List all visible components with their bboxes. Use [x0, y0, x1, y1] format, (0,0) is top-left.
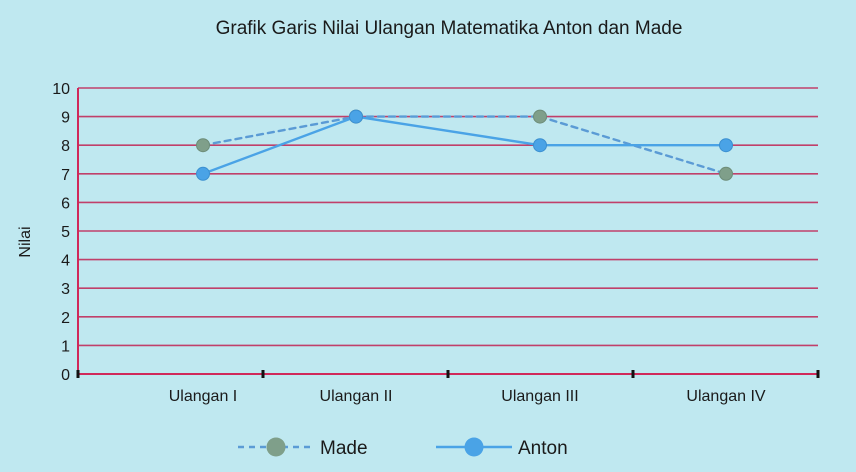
- y-tick-label: 2: [61, 310, 70, 327]
- x-tick-label: Ulangan III: [501, 388, 578, 405]
- data-point: [533, 109, 547, 124]
- grid-lines: [78, 87, 818, 347]
- series-segment: [354, 115, 542, 147]
- x-tick-label: Ulangan IV: [686, 388, 765, 405]
- x-tick-labels: Ulangan I Ulangan II Ulangan III Ulangan IV: [169, 388, 766, 405]
- chart-title: Grafik Garis Nilai Ulangan Matematika An…: [216, 18, 683, 39]
- legend-item-made: Made: [238, 437, 368, 459]
- y-tick-label: 0: [61, 367, 70, 384]
- series-segment: [538, 115, 728, 176]
- y-tick-label: 3: [61, 281, 70, 298]
- data-point: [349, 109, 363, 124]
- y-axis-label: Nilai: [17, 226, 34, 257]
- x-tick-label: Ulangan I: [169, 388, 238, 405]
- data-point: [719, 138, 733, 153]
- y-tick-label: 9: [61, 110, 70, 127]
- legend-marker: [266, 437, 286, 457]
- legend-marker: [464, 437, 484, 457]
- y-tick-label: 5: [61, 224, 70, 241]
- legend-label: Made: [320, 438, 368, 459]
- axes: [76, 88, 820, 378]
- series-segment: [201, 115, 358, 147]
- y-tick-label: 4: [61, 253, 70, 270]
- data-point: [196, 166, 210, 181]
- y-tick-labels: 0 1 2 3 4 5 6 7 8 9 10: [52, 81, 70, 384]
- legend: Made Anton: [238, 437, 568, 459]
- y-tick-label: 6: [61, 195, 70, 212]
- series-segment: [201, 115, 358, 176]
- data-point: [533, 138, 547, 153]
- legend-item-anton: Anton: [436, 437, 568, 459]
- series: [196, 109, 733, 181]
- y-tick-label: 7: [61, 167, 70, 184]
- legend-label: Anton: [518, 438, 568, 459]
- y-tick-label: 10: [52, 81, 70, 98]
- x-tick-label: Ulangan II: [320, 388, 393, 405]
- y-tick-label: 1: [61, 338, 70, 355]
- y-tick-label: 8: [61, 138, 70, 155]
- data-point: [719, 166, 733, 181]
- series-anton: [196, 109, 733, 181]
- data-point: [196, 138, 210, 153]
